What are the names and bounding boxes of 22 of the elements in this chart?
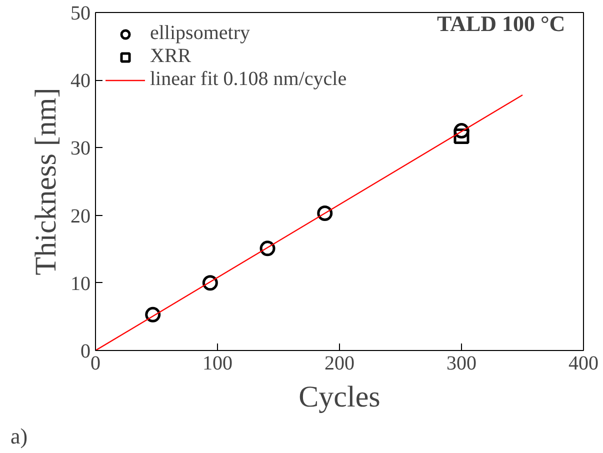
annotation: TALD 100 °C <box>437 11 566 36</box>
point <box>454 128 470 144</box>
x-tick-label: 200 <box>324 352 354 374</box>
point <box>260 240 276 256</box>
text: a) <box>10 424 28 448</box>
x-tick-label: 100 <box>202 352 232 374</box>
y-tick-label: 40 <box>70 70 90 92</box>
x-tick-label: 400 <box>568 352 598 374</box>
y-tick-label: 50 <box>70 2 90 24</box>
point <box>454 123 470 139</box>
legend-label: XRR <box>150 45 192 68</box>
y-axis-title: Thickness [nm] <box>30 88 62 276</box>
x-axis-title: Cycles <box>298 380 380 414</box>
y-tick-label: 10 <box>70 272 90 295</box>
point <box>202 275 218 291</box>
point <box>145 306 161 322</box>
y-tick-label: 30 <box>70 138 90 160</box>
y-tick-label: 20 <box>70 205 90 228</box>
point <box>317 206 333 222</box>
legend-label: linear fit 0.108 nm/cycle <box>150 68 347 91</box>
legend-label: ellipsometry <box>150 22 250 45</box>
x-tick-label: 300 <box>446 352 476 374</box>
